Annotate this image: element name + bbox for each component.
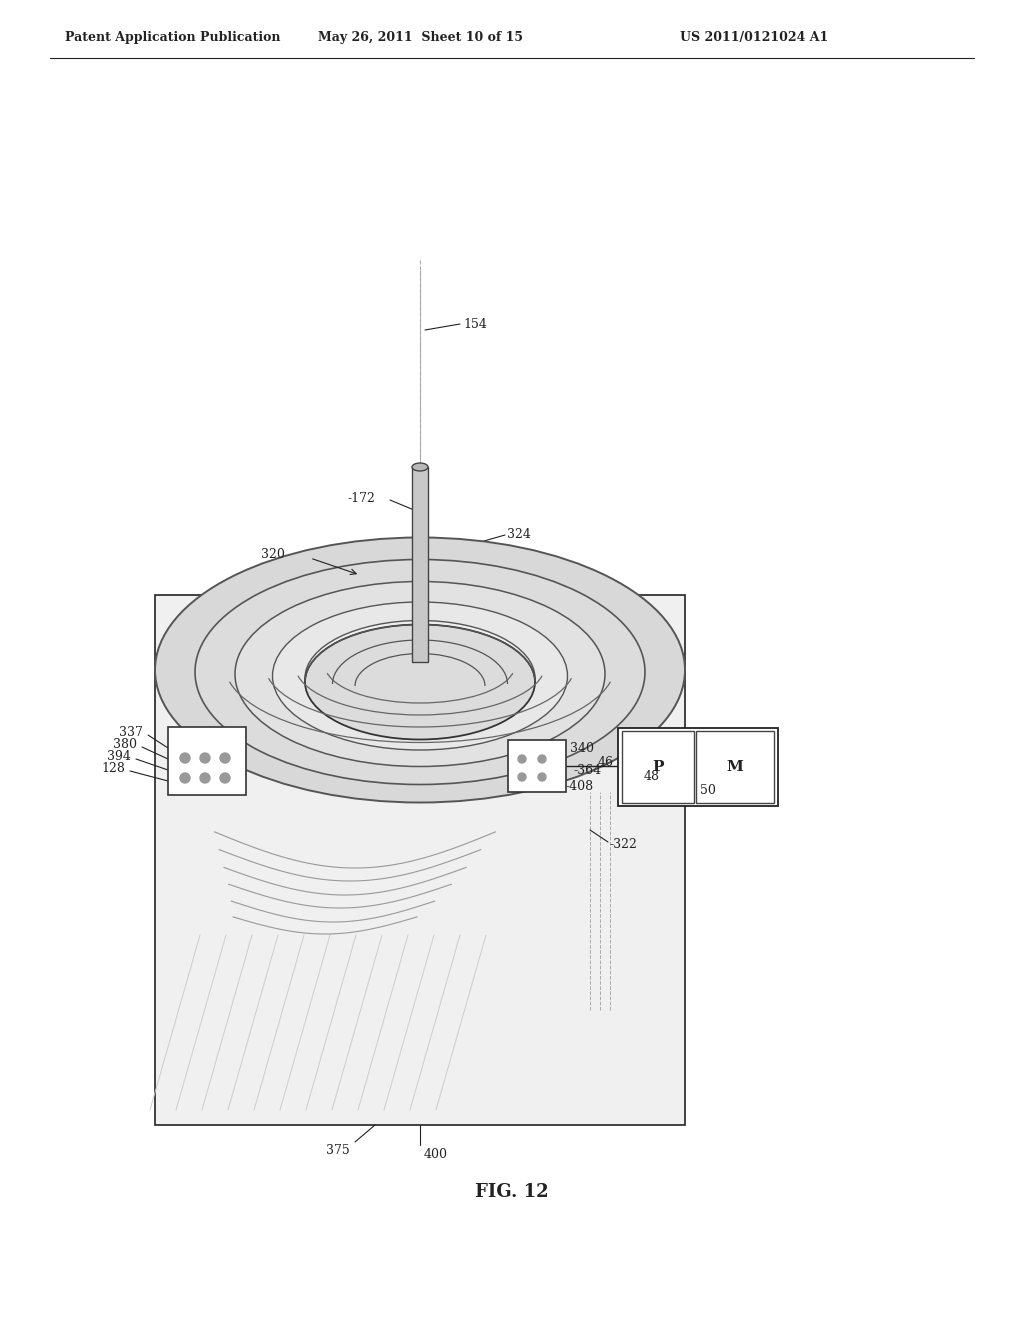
Text: 324: 324 (507, 528, 530, 541)
Bar (155, 595, 685, 1125)
Circle shape (220, 752, 230, 763)
Text: 128: 128 (101, 763, 125, 776)
Circle shape (538, 755, 546, 763)
Circle shape (538, 774, 546, 781)
Bar (696, 731, 774, 803)
Circle shape (200, 774, 210, 783)
Text: 394: 394 (108, 751, 131, 763)
Text: 154: 154 (463, 318, 486, 330)
Circle shape (180, 752, 190, 763)
Bar (622, 731, 694, 803)
Ellipse shape (155, 537, 685, 803)
Bar (618, 729, 778, 807)
Ellipse shape (234, 582, 605, 767)
Ellipse shape (333, 636, 508, 723)
Text: FIG. 12: FIG. 12 (475, 1183, 549, 1201)
Text: May 26, 2011  Sheet 10 of 15: May 26, 2011 Sheet 10 of 15 (317, 32, 522, 45)
Text: 50: 50 (700, 784, 716, 796)
Text: US 2011/0121024 A1: US 2011/0121024 A1 (680, 32, 828, 45)
Text: 340: 340 (570, 742, 594, 755)
Circle shape (180, 774, 190, 783)
Text: 320: 320 (261, 549, 285, 561)
Circle shape (518, 774, 526, 781)
Text: 400: 400 (424, 1148, 449, 1162)
Text: M: M (727, 760, 743, 774)
Text: -364: -364 (574, 763, 602, 776)
Bar (168, 727, 246, 795)
Text: 46: 46 (598, 755, 614, 768)
Bar (412, 467, 428, 663)
Text: -322: -322 (610, 837, 638, 850)
Ellipse shape (305, 620, 535, 735)
Ellipse shape (305, 624, 535, 739)
Text: 375: 375 (327, 1143, 350, 1156)
Text: 48: 48 (644, 771, 660, 784)
Bar (508, 741, 566, 792)
Text: -172: -172 (347, 491, 375, 504)
Text: -408: -408 (566, 780, 594, 792)
Circle shape (518, 755, 526, 763)
Text: 380: 380 (113, 738, 137, 751)
Text: P: P (652, 760, 664, 774)
Circle shape (220, 774, 230, 783)
Ellipse shape (412, 463, 428, 471)
Text: Patent Application Publication: Patent Application Publication (65, 32, 281, 45)
Text: 337: 337 (119, 726, 143, 739)
Ellipse shape (195, 560, 645, 784)
Ellipse shape (272, 602, 567, 750)
Circle shape (200, 752, 210, 763)
